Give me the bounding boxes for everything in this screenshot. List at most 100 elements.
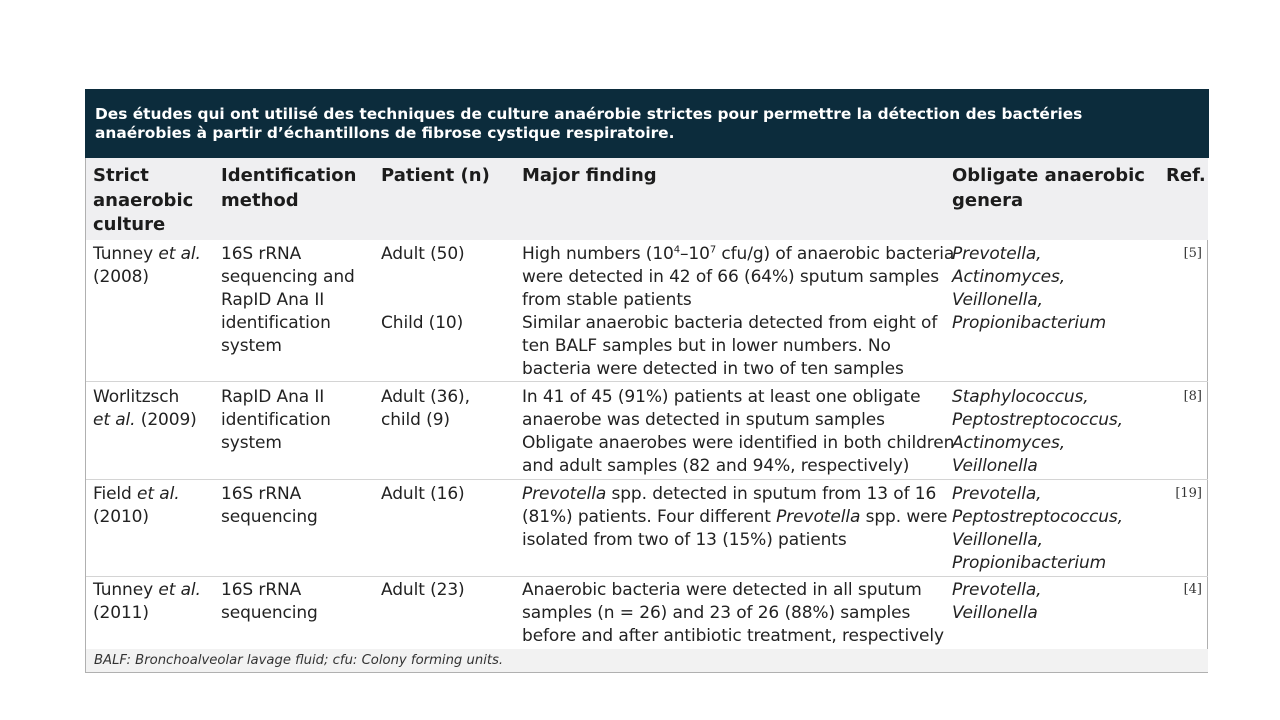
row1-patient-adult: Adult (50) (381, 244, 465, 264)
row1-method: 16S rRNA sequencing and RapID Ana II ide… (221, 243, 355, 358)
row2-study: Worlitzsch et al. (2009) (93, 386, 197, 432)
finding-genus: Prevotella (776, 507, 861, 527)
genus: Prevotella, (952, 580, 1042, 600)
finding-text: High numbers (10 (522, 244, 674, 264)
genus: Propionibacterium (952, 553, 1107, 573)
row-divider (86, 479, 1208, 480)
header-text: method (221, 189, 299, 211)
finding-line: Obligate anaerobes were identified in bo… (522, 433, 955, 453)
study-author: Tunney (93, 580, 159, 600)
finding-text: (81%) patients. Four different (522, 507, 777, 527)
header-text: Identification (221, 165, 357, 186)
study-year: (2010) (93, 507, 149, 527)
finding-line: before and after antibiotic treatment, r… (522, 626, 944, 646)
study-etal: et al. (158, 244, 201, 264)
row-divider (86, 576, 1208, 577)
method-line: sequencing (221, 603, 318, 623)
study-author: Worlitzsch (93, 387, 180, 407)
study-etal: et al. (137, 484, 180, 504)
genus: Veillonella, (952, 530, 1043, 550)
genus: Propionibacterium (952, 313, 1107, 333)
row3-finding: Prevotella spp. detected in sputum from … (522, 483, 947, 552)
row3-patient: Adult (16) (381, 484, 465, 504)
genus: Veillonella (952, 456, 1038, 476)
row3-study: Field et al. (2010) (93, 483, 180, 529)
study-author: Tunney (93, 244, 159, 264)
row2-finding: In 41 of 45 (91%) patients at least one … (522, 386, 954, 478)
method-line: 16S rRNA (221, 244, 302, 264)
finding-text: –10 (680, 244, 710, 264)
header-major-finding: Major finding (522, 165, 657, 186)
table-title-line: anaérobies à partir d’échantillons de fi… (95, 123, 675, 142)
row4-ref: [4] (1183, 582, 1202, 597)
header-patient: Patient (n) (381, 165, 490, 186)
finding-line: samples (n = 26) and 23 of 26 (88%) samp… (522, 603, 911, 623)
header-text: genera (952, 189, 1024, 211)
header-ref: Ref. (1166, 165, 1206, 186)
table-header-row (86, 158, 1208, 240)
header-obligate-anaerobic-genera: Obligate anaerobic genera (952, 164, 1145, 213)
method-line: system (221, 433, 282, 453)
header-strict-anaerobic-culture: Strict anaerobic culture (93, 164, 193, 238)
genus: Actinomyces, (952, 267, 1066, 287)
table-footnote: BALF: Bronchoalveolar lavage fluid; cfu:… (94, 653, 504, 668)
row4-patient: Adult (23) (381, 580, 465, 600)
header-text: anaerobic (93, 189, 194, 211)
study-etal: et al. (158, 580, 201, 600)
row4-method: 16S rRNA sequencing (221, 579, 318, 625)
row1-ref: [5] (1183, 246, 1202, 261)
row1-finding: High numbers (104–107 cfu/g) of anaerobi… (522, 243, 954, 381)
row1-patient-child: Child (10) (381, 313, 464, 333)
genus: Staphylococcus, (952, 387, 1089, 407)
finding-genus: Prevotella (522, 484, 607, 504)
finding-line: from stable patients (522, 290, 692, 310)
finding-line: Similar anaerobic bacteria detected from… (522, 313, 938, 333)
study-year: (2008) (93, 267, 149, 287)
genus: Actinomyces, (952, 433, 1066, 453)
study-author: Field (93, 484, 138, 504)
method-line: RapID Ana II (221, 387, 325, 407)
row2-method: RapID Ana II identification system (221, 386, 331, 455)
study-etal: et al. (93, 410, 136, 430)
study-year: (2009) (135, 410, 197, 430)
row1-genera: Prevotella, Actinomyces, Veillonella, Pr… (952, 243, 1106, 335)
patient-line: Adult (36), (381, 387, 470, 407)
finding-text: spp. detected in sputum from 13 of 16 (606, 484, 937, 504)
genus: Peptostreptococcus, (952, 507, 1123, 527)
table-footer (86, 649, 1208, 672)
row4-finding: Anaerobic bacteria were detected in all … (522, 579, 944, 648)
finding-line: were detected in 42 of 66 (64%) sputum s… (522, 267, 939, 287)
finding-line: and adult samples (82 and 94%, respectiv… (522, 456, 910, 476)
header-text: Strict (93, 165, 149, 186)
table-title-line: Des études qui ont utilisé des technique… (95, 105, 1083, 123)
row3-ref: [19] (1175, 486, 1202, 501)
row4-study: Tunney et al. (2011) (93, 579, 201, 625)
row1-study: Tunney et al. (2008) (93, 243, 201, 289)
genus: Prevotella, (952, 484, 1042, 504)
row3-method: 16S rRNA sequencing (221, 483, 318, 529)
finding-line: isolated from two of 13 (15%) patients (522, 530, 847, 550)
row2-ref: [8] (1183, 389, 1202, 404)
method-line: 16S rRNA (221, 580, 302, 600)
finding-line: anaerobe was detected in sputum samples (522, 410, 885, 430)
study-year: (2011) (93, 603, 149, 623)
finding-line: Anaerobic bacteria were detected in all … (522, 580, 922, 600)
row-divider (86, 381, 1208, 382)
patient-line: child (9) (381, 410, 450, 430)
row3-genera: Prevotella, Peptostreptococcus, Veillone… (952, 483, 1123, 575)
genus: Veillonella (952, 603, 1038, 623)
finding-text: cfu/g) of anaerobic bacteria (716, 244, 955, 264)
finding-superscript: 4 (673, 244, 681, 256)
method-line: RapID Ana II (221, 290, 325, 310)
finding-line: ten BALF samples but in lower numbers. N… (522, 336, 891, 356)
method-line: sequencing (221, 507, 318, 527)
finding-line: In 41 of 45 (91%) patients at least one … (522, 387, 921, 407)
method-line: 16S rRNA (221, 484, 302, 504)
genus: Prevotella, (952, 244, 1042, 264)
finding-superscript: 7 (709, 244, 717, 256)
method-line: system (221, 336, 282, 356)
method-line: sequencing and (221, 267, 355, 287)
finding-line: bacteria were detected in two of ten sam… (522, 359, 904, 379)
table-title: Des études qui ont utilisé des technique… (85, 89, 1209, 158)
row2-genera: Staphylococcus, Peptostreptococcus, Acti… (952, 386, 1123, 478)
